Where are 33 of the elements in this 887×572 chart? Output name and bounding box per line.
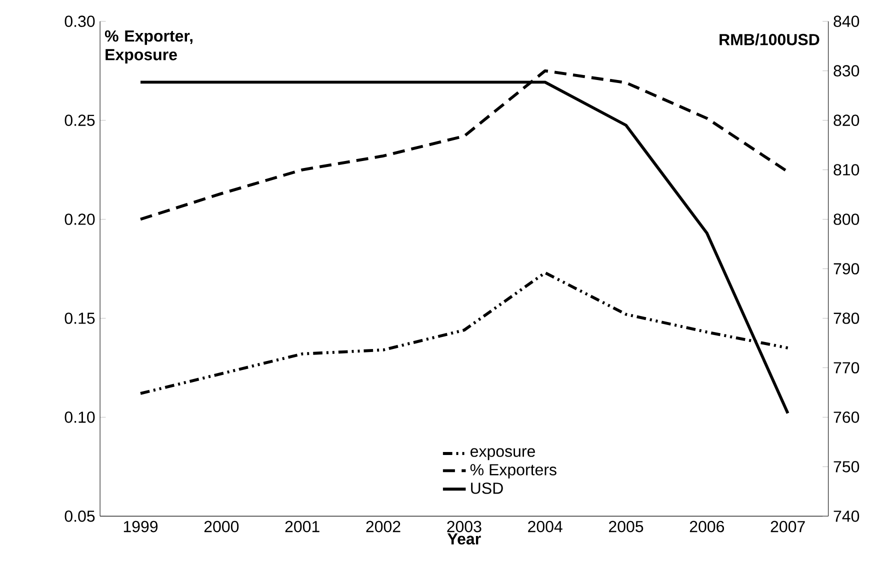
y2-tick-label: 780 [834,312,860,324]
x-tick-label: 2005 [609,520,644,532]
legend-label: % Exporters [470,464,556,478]
y2-tick-label: 820 [834,114,860,126]
y2-tick-label: 810 [834,164,860,176]
y2-tick-label: 790 [834,263,860,274]
y-tick-label: 0.25 [64,114,95,126]
y2-tick-label: 760 [834,411,860,423]
x-tick-label: 2006 [690,520,724,532]
y-tick-label: 0.05 [64,510,95,522]
y2-axis-title: RMB/100USD [720,33,820,46]
y-axis-title: % Exporter, Exposure [104,30,192,64]
legend-label: USD [471,482,503,494]
x-tick-label: 2003 [447,520,482,532]
x-tick-label: 2004 [528,520,562,532]
y2-tick-label: 750 [834,460,860,472]
x-tick-label: 2002 [366,520,400,532]
y2-tick-label: 740 [834,510,860,522]
y2-tick-label: 770 [834,362,860,374]
y2-tick-label: 800 [834,214,860,225]
x-axis-title: Year [448,533,481,544]
y-tick-label: 0.30 [64,16,95,27]
x-tick-label: 2000 [204,520,239,532]
y2-tick-label: 830 [834,65,860,76]
x-tick-label: 1999 [124,520,158,532]
legend-label: exposure [470,448,535,460]
y-tick-label: 0.20 [64,214,95,225]
y-tick-label: 0.10 [64,411,95,423]
x-tick-label: 2007 [770,520,805,532]
y-tick-label: 0.15 [64,312,95,324]
y2-tick-label: 840 [834,16,860,27]
line-series [139,271,790,395]
x-tick-label: 2001 [285,520,320,532]
